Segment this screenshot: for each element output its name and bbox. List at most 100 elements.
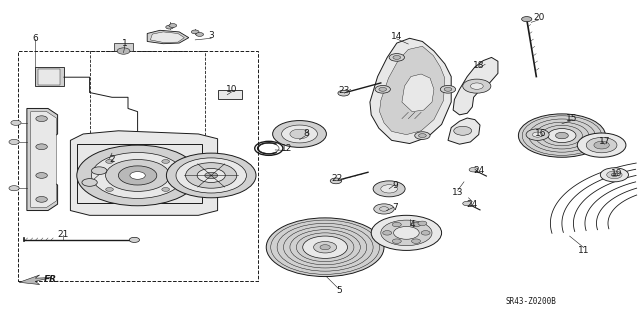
Circle shape [454,126,472,135]
Text: 19: 19 [611,169,622,178]
Circle shape [320,245,330,250]
Circle shape [36,144,47,150]
Circle shape [9,186,19,191]
Text: SR43-Z0200B: SR43-Z0200B [506,297,557,306]
Circle shape [394,226,419,239]
Circle shape [375,85,390,93]
Bar [38,69,60,85]
Circle shape [381,220,432,246]
Circle shape [594,141,609,149]
Circle shape [130,172,145,179]
Circle shape [9,139,19,145]
Circle shape [92,152,184,198]
Circle shape [586,137,617,153]
Bar [35,67,64,86]
Circle shape [82,179,97,186]
Circle shape [418,221,427,226]
Circle shape [440,85,456,93]
Circle shape [106,188,113,191]
Circle shape [290,129,309,139]
Bar [18,51,258,281]
Circle shape [470,83,483,89]
Circle shape [314,241,337,253]
Circle shape [92,167,107,174]
Circle shape [392,239,401,243]
Text: FR.: FR. [44,275,60,284]
Circle shape [518,114,605,157]
Circle shape [419,134,426,137]
Text: 18: 18 [473,61,484,70]
Circle shape [330,178,342,184]
Text: 2: 2 [109,155,115,164]
Circle shape [577,133,626,157]
Polygon shape [453,57,498,115]
Circle shape [266,218,384,277]
Polygon shape [370,38,451,144]
Circle shape [444,87,452,91]
Circle shape [118,166,157,185]
Text: 24: 24 [467,200,478,209]
Circle shape [282,125,317,143]
Polygon shape [150,32,184,42]
Text: 5: 5 [337,286,342,295]
Circle shape [117,48,130,54]
Circle shape [373,181,405,197]
Circle shape [191,30,199,34]
Circle shape [197,168,225,182]
Text: 22: 22 [331,174,342,183]
Text: 12: 12 [281,144,292,153]
Circle shape [166,25,173,29]
Text: 4: 4 [410,220,415,229]
Text: 1: 1 [122,39,127,48]
Circle shape [186,163,237,188]
Circle shape [129,237,140,242]
Circle shape [196,33,204,36]
Text: 10: 10 [226,85,237,94]
Circle shape [77,145,198,206]
Circle shape [522,17,532,22]
Circle shape [11,120,21,125]
Polygon shape [147,30,189,44]
Circle shape [106,160,113,163]
Circle shape [162,160,170,163]
Polygon shape [27,108,58,211]
Bar [114,43,133,51]
Circle shape [611,173,618,176]
Text: 24: 24 [473,166,484,175]
Text: 17: 17 [599,137,611,146]
Polygon shape [448,118,480,144]
Circle shape [381,185,397,193]
Circle shape [205,172,218,179]
Polygon shape [402,74,434,112]
Text: 16: 16 [535,130,547,138]
Circle shape [338,90,349,96]
Circle shape [273,121,326,147]
Circle shape [374,204,394,214]
Text: 11: 11 [578,246,589,255]
Circle shape [548,129,576,143]
Circle shape [383,231,392,235]
Text: 14: 14 [391,32,403,41]
Text: 20: 20 [533,13,545,22]
Polygon shape [70,131,218,215]
Circle shape [421,231,430,235]
Bar [90,51,205,144]
Polygon shape [19,275,51,285]
Circle shape [469,167,478,172]
Text: 15: 15 [566,114,577,122]
Text: 13: 13 [452,189,463,197]
Bar [77,144,202,203]
Text: 23: 23 [339,86,350,95]
Circle shape [162,188,170,191]
Circle shape [412,239,420,243]
Circle shape [412,222,420,227]
Text: 21: 21 [57,230,68,239]
Circle shape [106,160,170,191]
Circle shape [166,153,256,198]
Circle shape [169,24,177,27]
Text: 6: 6 [33,34,38,43]
Text: 9: 9 [393,181,398,189]
Circle shape [389,54,404,61]
Circle shape [600,168,628,182]
Circle shape [463,201,472,206]
